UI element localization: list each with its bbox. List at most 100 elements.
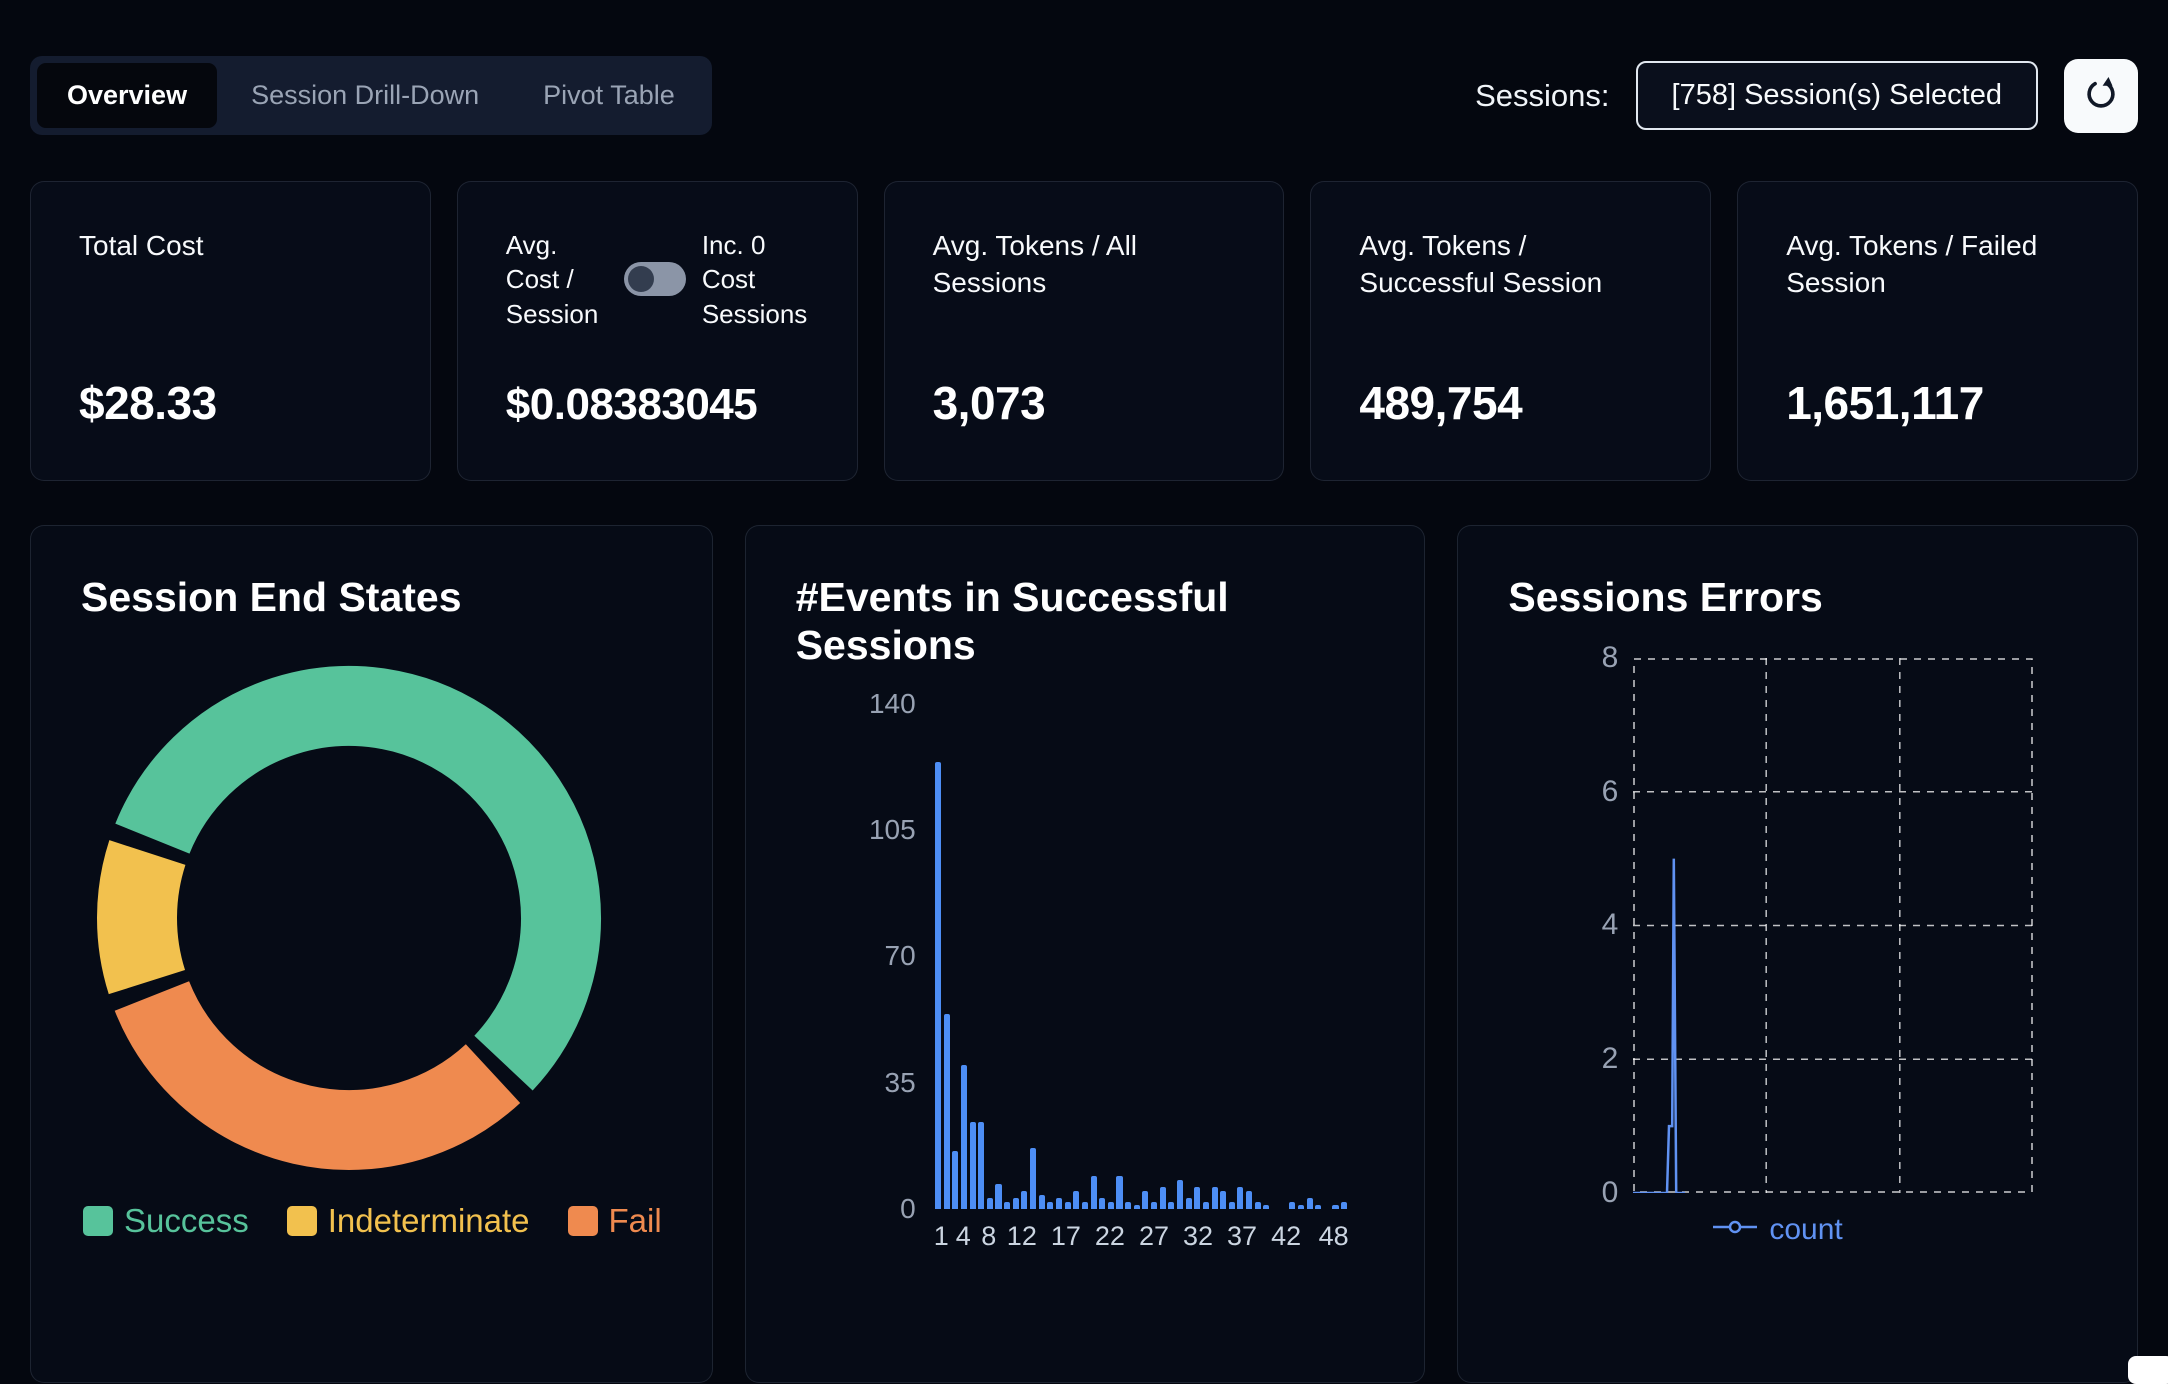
count-legend-marker <box>1713 1220 1758 1239</box>
bar-x1[interactable] <box>935 761 942 1209</box>
bar-x19[interactable] <box>1090 1176 1097 1209</box>
card-total-cost: Total Cost $28.33 <box>30 181 431 481</box>
card-avg-cost-per-session: Avg. Cost / Session Inc. 0 Cost Sessions… <box>456 181 858 481</box>
bar-x16[interactable] <box>1064 1201 1071 1209</box>
bar-x31[interactable] <box>1194 1187 1201 1209</box>
bar-x25[interactable] <box>1142 1190 1149 1209</box>
bar-x47[interactable] <box>1332 1205 1339 1209</box>
legend-item-fail[interactable]: Fail <box>567 1201 662 1240</box>
bar-x22[interactable] <box>1116 1176 1123 1209</box>
toggle-knob <box>627 266 654 293</box>
card-label-right: Inc. 0 Cost Sessions <box>701 230 808 329</box>
legend-item-indeterminate[interactable]: Indeterminate <box>286 1202 530 1240</box>
x-tick-label: 27 <box>1138 1220 1169 1251</box>
x-tick-label: 32 <box>1182 1220 1214 1251</box>
bar-x29[interactable] <box>1176 1180 1183 1209</box>
line-legend-label: count <box>1769 1212 1843 1246</box>
bar-x10[interactable] <box>1012 1198 1019 1209</box>
legend-label: Success <box>124 1201 249 1239</box>
y-tick-label: 6 <box>1601 774 1619 808</box>
bar-x33[interactable] <box>1211 1187 1218 1209</box>
card-label-left: Avg. Cost / Session <box>505 230 599 329</box>
x-tick-label: 8 <box>981 1220 997 1251</box>
tab-session-drill-down[interactable]: Session Drill-Down <box>221 63 509 128</box>
y-tick-label: 2 <box>1601 1042 1619 1076</box>
bar-x36[interactable] <box>1237 1187 1244 1209</box>
donut-slice-fail[interactable] <box>114 980 521 1170</box>
legend-label: Fail <box>608 1201 662 1239</box>
bar-x15[interactable] <box>1055 1198 1063 1209</box>
x-tick-label: 42 <box>1271 1220 1302 1251</box>
panel-title: #Events in Successful Sessions <box>795 574 1229 668</box>
card-label: Total Cost <box>79 230 204 261</box>
bar-x7[interactable] <box>986 1198 993 1209</box>
bar-x27[interactable] <box>1159 1187 1166 1209</box>
y-tick-label: 8 <box>1601 640 1619 674</box>
legend-swatch <box>567 1205 598 1236</box>
panel-sessions-errors: Sessions Errors 8 6 4 2 0 count <box>1457 525 2139 1383</box>
bar-x44[interactable] <box>1306 1198 1313 1209</box>
tab-pivot-table[interactable]: Pivot Table <box>513 63 705 128</box>
sessions-selected-value: [758] Session(s) Selected <box>1671 79 2002 111</box>
bar-x48[interactable] <box>1341 1201 1348 1209</box>
bar-x20[interactable] <box>1099 1198 1106 1209</box>
bar-x30[interactable] <box>1185 1198 1192 1209</box>
refresh-icon <box>2082 75 2120 116</box>
card-avg-tokens-successful-session: Avg. Tokens / Successful Session 489,754 <box>1310 181 1712 481</box>
floating-badge[interactable] <box>2128 1356 2168 1384</box>
donut-slice-indeterminate[interactable] <box>97 840 186 995</box>
bar-plot-area <box>934 704 1349 1209</box>
donut-slice-success[interactable] <box>115 665 601 1091</box>
events-bar-chart: 140 105 70 35 0 1 4 8 12 17 22 27 32 37 42 48 <box>851 688 1375 1252</box>
y-tick-label: 70 <box>884 940 916 972</box>
sessions-select[interactable]: [758] Session(s) Selected <box>1635 61 2038 130</box>
bar-x6[interactable] <box>978 1122 985 1209</box>
panel-session-end-states: Session End States Success Indeterminate F… <box>30 525 713 1383</box>
bar-x43[interactable] <box>1297 1205 1304 1209</box>
bar-x12[interactable] <box>1030 1147 1037 1209</box>
refresh-button[interactable] <box>2064 58 2138 133</box>
bar-x42[interactable] <box>1289 1201 1296 1209</box>
bar-x34[interactable] <box>1220 1190 1227 1209</box>
bar-x26[interactable] <box>1151 1201 1158 1209</box>
bar-x9[interactable] <box>1004 1201 1011 1209</box>
y-tick-label: 4 <box>1601 908 1619 942</box>
bar-x4[interactable] <box>960 1064 967 1209</box>
card-value: $0.08383045 <box>505 380 758 429</box>
bar-x13[interactable] <box>1038 1194 1045 1209</box>
bar-x37[interactable] <box>1246 1190 1253 1209</box>
legend-item-success[interactable]: Success <box>83 1202 249 1240</box>
legend-swatch <box>286 1205 317 1236</box>
x-tick-label: 4 <box>955 1220 971 1251</box>
card-value: 489,754 <box>1359 377 1523 429</box>
bar-x45[interactable] <box>1315 1205 1322 1209</box>
sessions-cluster: Sessions: [758] Session(s) Selected <box>1475 58 2138 133</box>
panel-title: Session End States <box>81 574 462 620</box>
card-value: 1,651,117 <box>1786 377 1984 429</box>
bar-x2[interactable] <box>943 1014 950 1209</box>
zero-cost-sessions-toggle[interactable] <box>623 262 686 297</box>
bar-x5[interactable] <box>969 1122 976 1209</box>
bar-x8[interactable] <box>995 1183 1002 1209</box>
bar-x11[interactable] <box>1021 1190 1028 1209</box>
bar-x35[interactable] <box>1228 1201 1235 1209</box>
tab-overview[interactable]: Overview <box>37 63 218 128</box>
legend-swatch <box>83 1205 113 1236</box>
bar-x39[interactable] <box>1263 1205 1270 1209</box>
bar-x38[interactable] <box>1254 1201 1261 1209</box>
bar-x-axis: 1 4 8 12 17 22 27 32 37 42 48 <box>934 1221 1349 1252</box>
bar-x32[interactable] <box>1202 1201 1209 1209</box>
bar-x14[interactable] <box>1047 1201 1054 1209</box>
bar-x23[interactable] <box>1125 1201 1132 1209</box>
bar-x3[interactable] <box>952 1151 959 1209</box>
y-tick-label: 105 <box>868 814 916 846</box>
bar-x18[interactable] <box>1081 1201 1088 1209</box>
y-tick-label: 0 <box>900 1192 916 1224</box>
y-tick-label: 0 <box>1601 1175 1619 1209</box>
charts-row: Session End States Success Indeterminate F… <box>30 525 2139 1383</box>
x-tick-label: 48 <box>1318 1220 1349 1251</box>
bar-x28[interactable] <box>1168 1201 1175 1209</box>
bar-x24[interactable] <box>1133 1205 1140 1209</box>
bar-x21[interactable] <box>1107 1201 1114 1209</box>
bar-x17[interactable] <box>1073 1190 1080 1209</box>
